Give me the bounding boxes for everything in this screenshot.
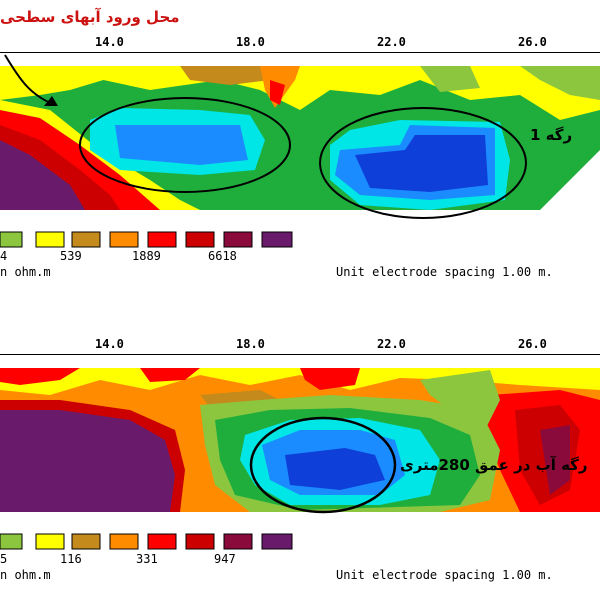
swatch-7: [223, 231, 253, 248]
swatch-2: [35, 533, 65, 550]
surface-patch-left: [0, 66, 110, 100]
legend-value-3: 1889: [132, 249, 161, 263]
swatch-2: [35, 231, 65, 248]
x-tick-14: 14.0: [95, 35, 124, 49]
surface-red-right: [300, 368, 360, 390]
swatch-1: [0, 231, 23, 248]
swatch-4: [109, 533, 139, 550]
bottom-resistivity-section: 14.0 18.0 22.0 26.0 رگه آب در عمق 280متر…: [0, 300, 600, 590]
vein-2-core: [355, 135, 488, 192]
x-tick-22: 22.0: [377, 35, 406, 49]
swatch-3: [71, 533, 101, 550]
water-vein-annotation: رگه آب در عمق 280متری: [400, 456, 588, 474]
inflow-arrow-head: [44, 96, 58, 106]
vein-1-annotation: رگه 1: [530, 126, 573, 144]
vein-1-ellipse: [79, 97, 291, 193]
swatch-5: [147, 231, 177, 248]
surface-patch-red: [270, 80, 285, 105]
x-tick-22: 22.0: [377, 337, 406, 351]
legend-value-4: 947: [214, 552, 236, 566]
surface-red-left: [0, 368, 80, 385]
top-section-plot: [0, 54, 600, 219]
swatch-1: [0, 533, 23, 550]
swatch-3: [71, 231, 101, 248]
surface-patch-brown: [180, 66, 270, 85]
swatch-6: [185, 533, 215, 550]
legend-value-1: 5: [0, 552, 8, 566]
electrode-spacing-note: Unit electrode spacing 1.00 m.: [336, 568, 553, 582]
surface-red-mid: [140, 368, 200, 382]
bottom-axis-line: [0, 354, 600, 355]
swatch-7: [223, 533, 253, 550]
surface-patch-lightgreen-2: [520, 66, 600, 100]
legend-value-3: 331: [136, 552, 158, 566]
legend-value-4: 6618: [208, 249, 237, 263]
right-maroon-core: [540, 425, 570, 495]
x-tick-14: 14.0: [95, 337, 124, 351]
swatch-5: [147, 533, 177, 550]
swatch-8: [261, 231, 293, 248]
left-purple-block: [0, 410, 175, 512]
bottom-legend-swatches: [0, 533, 293, 550]
electrode-spacing-note: Unit electrode spacing 1.00 m.: [336, 265, 553, 279]
vein-1-blue: [115, 125, 248, 165]
top-axis-line: [0, 52, 600, 53]
swatch-6: [185, 231, 215, 248]
top-legend-swatches: [0, 231, 293, 248]
swatch-8: [261, 533, 293, 550]
legend-value-2: 116: [60, 552, 82, 566]
x-tick-26: 26.0: [518, 337, 547, 351]
vein-core: [285, 448, 385, 490]
unit-label: n ohm.m: [0, 568, 51, 582]
surface-patch-lightgreen: [420, 66, 480, 92]
bottom-section-plot: [0, 368, 600, 514]
top-resistivity-section: 14.0 18.0 22.0 26.0 محل ورود آبهای سطحی: [0, 0, 600, 290]
legend-value-1: 4: [0, 249, 8, 263]
x-tick-18: 18.0: [236, 35, 265, 49]
left-purple-zone: [0, 140, 85, 210]
unit-label: n ohm.m: [0, 265, 51, 279]
inflow-annotation: محل ورود آبهای سطحی: [0, 8, 180, 26]
vein-2-ellipse: [319, 107, 527, 219]
swatch-4: [109, 231, 139, 248]
vein-ellipse: [249, 416, 397, 514]
legend-value-2: 539: [60, 249, 82, 263]
x-tick-26: 26.0: [518, 35, 547, 49]
x-tick-18: 18.0: [236, 337, 265, 351]
